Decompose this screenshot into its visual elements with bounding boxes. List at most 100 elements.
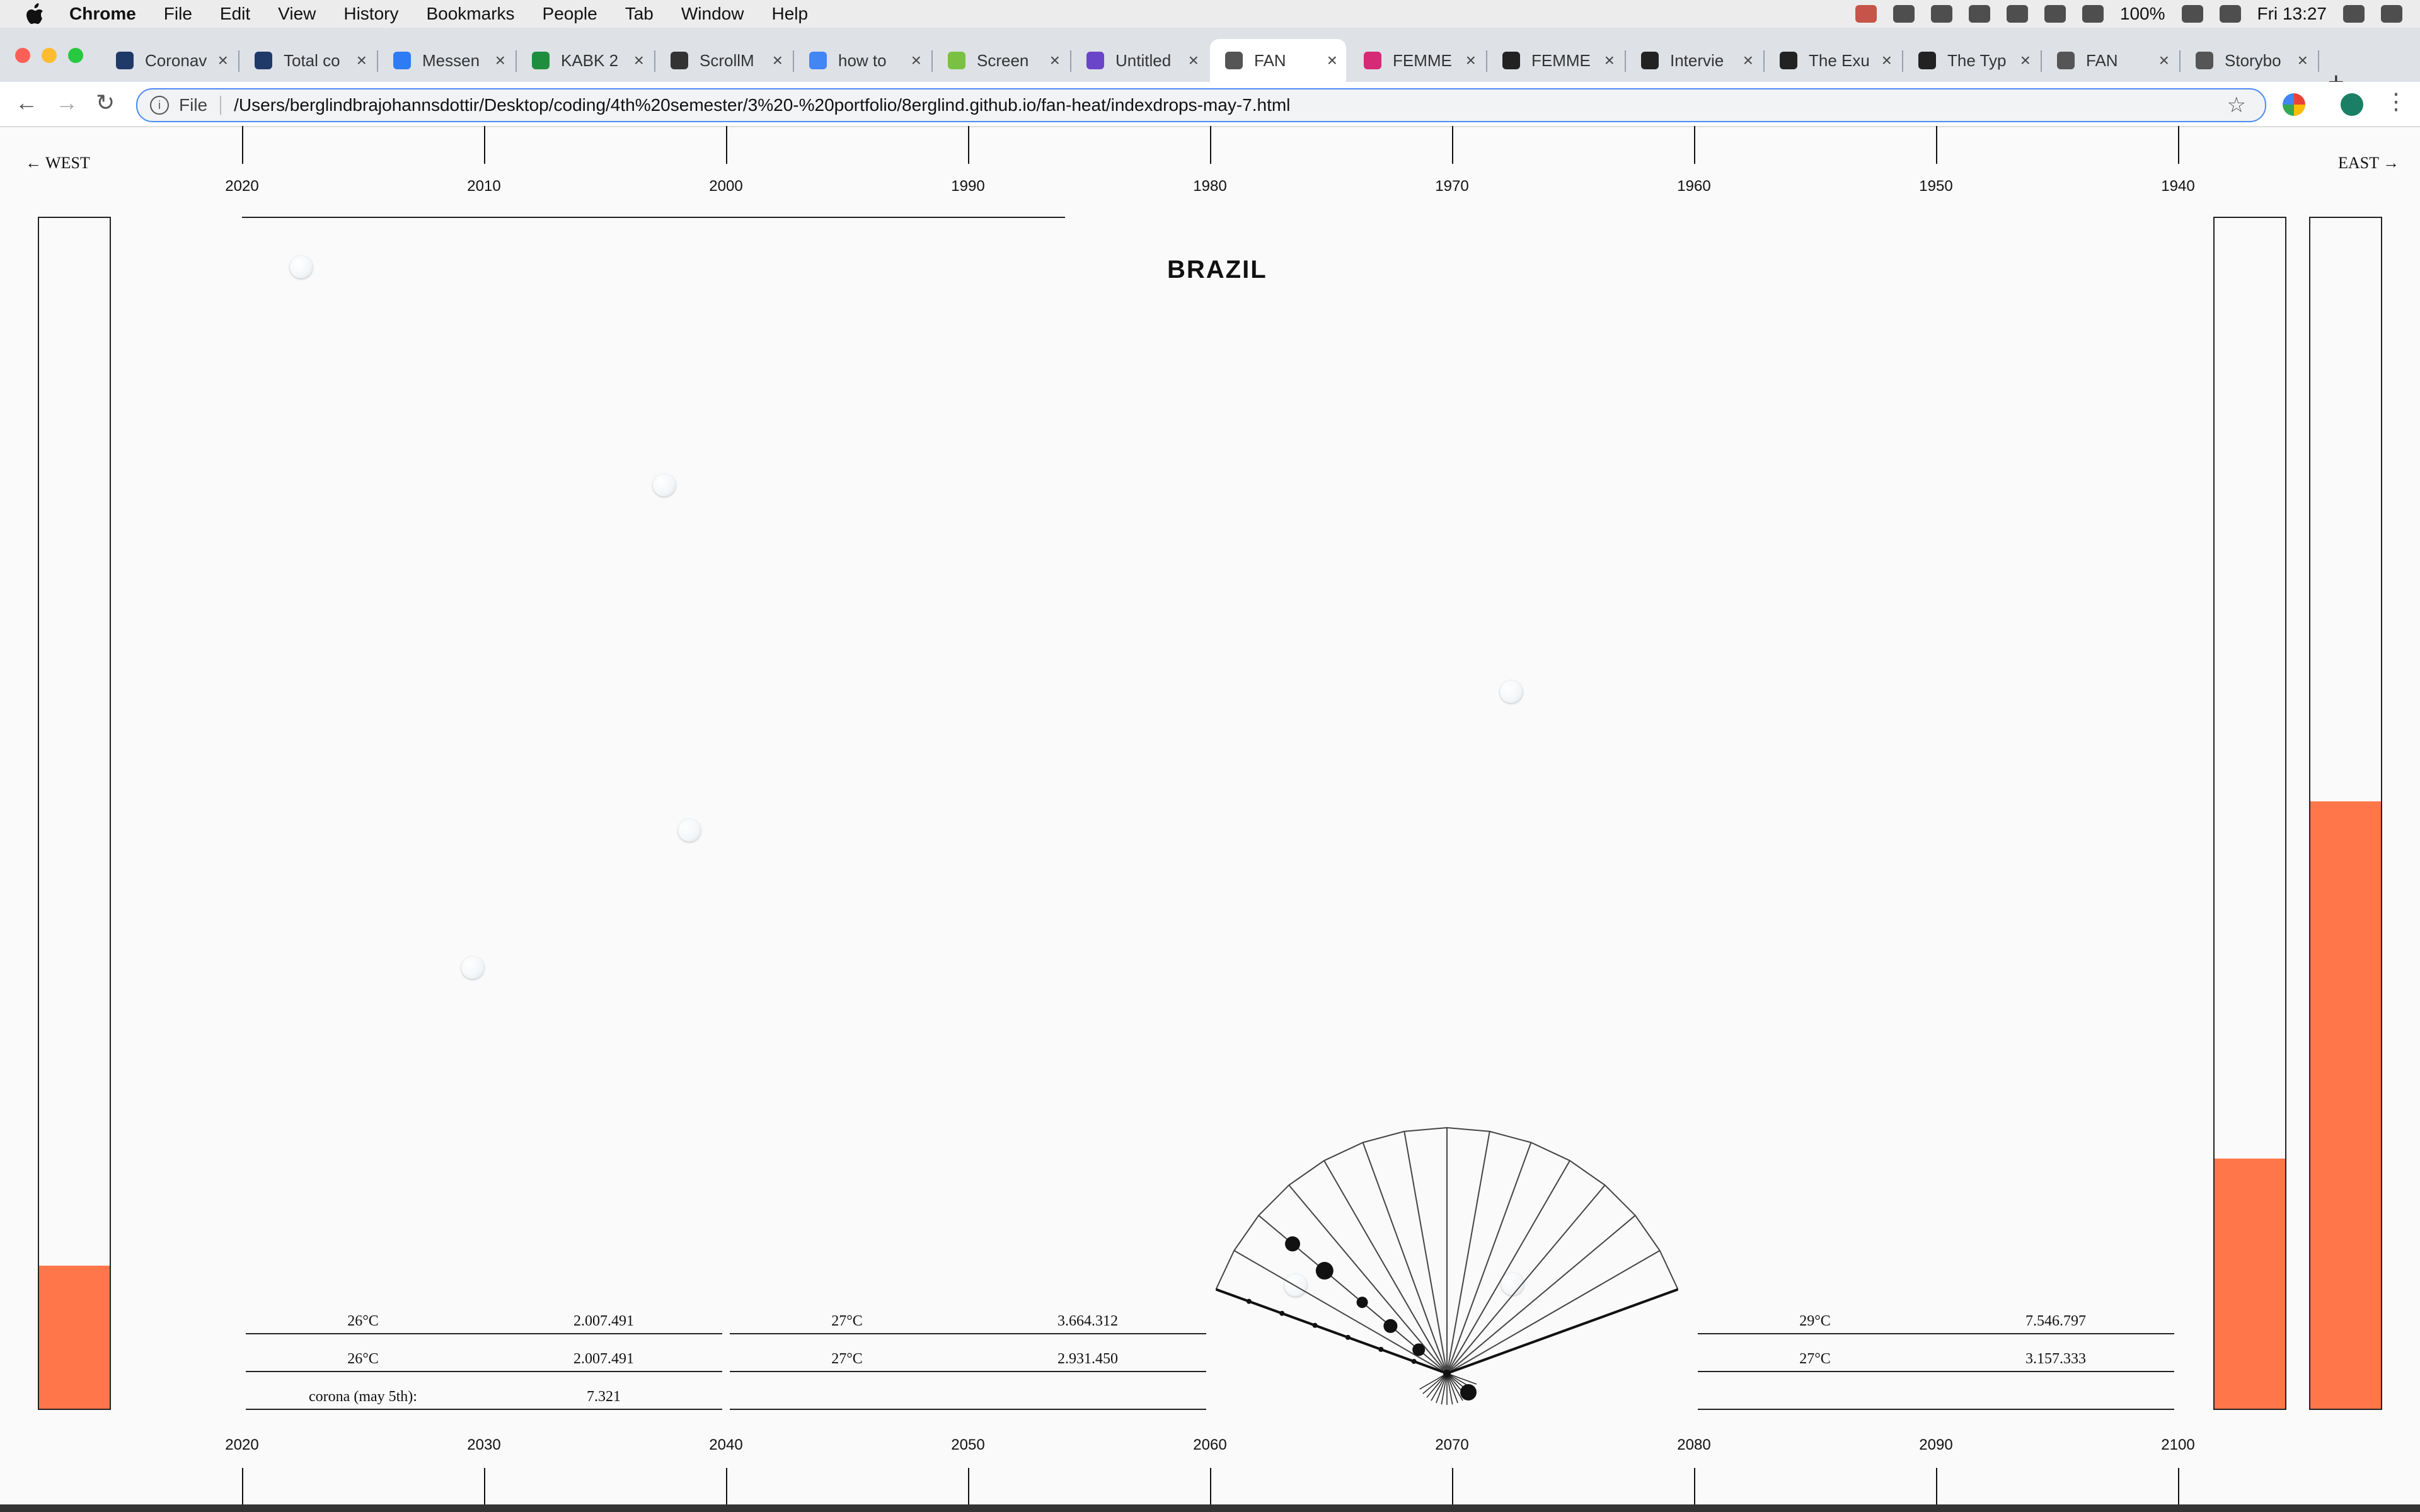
tab-14[interactable]: FAN × xyxy=(2042,39,2178,82)
flag-icon[interactable] xyxy=(2219,5,2241,23)
fan-handle-fringe xyxy=(1436,1373,1448,1404)
dropbox-icon[interactable] xyxy=(1930,5,1952,23)
drop-bubble[interactable] xyxy=(1501,1273,1524,1295)
row-value: 2.931.450 xyxy=(1057,1351,1118,1367)
tab-close-icon[interactable]: × xyxy=(495,50,505,70)
tab-close-icon[interactable]: × xyxy=(2020,50,2031,70)
volume-icon[interactable] xyxy=(2082,5,2104,23)
tab-close-icon[interactable]: × xyxy=(1465,50,1476,70)
tab-separator xyxy=(1625,50,1626,72)
tab-close-icon[interactable]: × xyxy=(1604,50,1615,70)
menu-people[interactable]: People xyxy=(542,4,597,23)
tab-close-icon[interactable]: × xyxy=(1327,50,1337,70)
tab-6[interactable]: Screen × xyxy=(933,39,1069,82)
bookmark-star-icon[interactable]: ☆ xyxy=(2227,93,2246,117)
east-label[interactable]: EAST → xyxy=(2338,154,2400,172)
tab-close-icon[interactable]: × xyxy=(633,50,644,70)
tab-3[interactable]: KABK 2 × xyxy=(517,39,653,82)
menu-help[interactable]: Help xyxy=(771,4,809,23)
tab-title: The Exu xyxy=(1809,50,1870,70)
tab-close-icon[interactable]: × xyxy=(911,50,921,70)
tab-close-icon[interactable]: × xyxy=(2297,50,2308,70)
tab-title: Coronav xyxy=(145,50,207,70)
top-axis-year-label: 1990 xyxy=(951,178,985,195)
tab-close-icon[interactable]: × xyxy=(772,50,783,70)
messenger-icon xyxy=(393,52,411,69)
menu-bookmarks[interactable]: Bookmarks xyxy=(426,4,515,23)
top-axis-year-label: 2000 xyxy=(709,178,743,195)
tab-5[interactable]: how to × xyxy=(794,39,930,82)
clock[interactable]: Fri 13:27 xyxy=(2257,4,2327,23)
drop-bubble[interactable] xyxy=(678,819,701,842)
minimize-window-icon[interactable] xyxy=(42,48,57,63)
bottom-axis-year-label: 2070 xyxy=(1435,1436,1469,1453)
wifi-icon[interactable] xyxy=(2006,5,2028,23)
instagram-icon xyxy=(1364,52,1381,69)
menu-file[interactable]: File xyxy=(163,4,192,23)
menu-tab[interactable]: Tab xyxy=(625,4,654,23)
spotlight-search-icon[interactable] xyxy=(2343,5,2365,23)
tab-1[interactable]: Total co × xyxy=(239,39,376,82)
data-row: 26°C 2.007.491 xyxy=(246,1333,722,1372)
airplay-icon[interactable] xyxy=(2044,5,2066,23)
apple-icon[interactable] xyxy=(23,1,48,26)
fan-drop xyxy=(1356,1297,1368,1309)
notification-icon[interactable] xyxy=(1893,5,1915,23)
forward-button[interactable]: → xyxy=(55,89,78,115)
drop-bubble[interactable] xyxy=(1500,680,1523,703)
url-text[interactable]: /Users/berglindbrajohannsdottir/Desktop/… xyxy=(234,95,1291,115)
extension-icon[interactable] xyxy=(2283,93,2305,116)
tab-close-icon[interactable]: × xyxy=(1188,50,1199,70)
sync-icon[interactable] xyxy=(1968,5,1990,23)
tab-close-icon[interactable]: × xyxy=(1049,50,1060,70)
drop-bubble[interactable] xyxy=(461,956,484,979)
tab-12[interactable]: The Exu × xyxy=(1765,39,1901,82)
maximize-window-icon[interactable] xyxy=(68,48,83,63)
address-bar[interactable]: i File /Users/berglindbrajohannsdottir/D… xyxy=(136,88,2266,122)
tab-close-icon[interactable]: × xyxy=(1881,50,1892,70)
menu-view[interactable]: View xyxy=(278,4,316,23)
tab-13[interactable]: The Typ × xyxy=(1903,39,2039,82)
menu-history[interactable]: History xyxy=(343,4,399,23)
tab-7[interactable]: Untitled × xyxy=(1071,39,1207,82)
menu-window[interactable]: Window xyxy=(681,4,744,23)
tab-11[interactable]: Intervie × xyxy=(1626,39,1762,82)
data-row: 27°C 2.931.450 xyxy=(730,1333,1206,1372)
menu-app-name[interactable]: Chrome xyxy=(69,4,136,23)
close-window-icon[interactable] xyxy=(15,48,30,63)
battery-icon[interactable] xyxy=(2181,5,2203,23)
tab-2[interactable]: Messen × xyxy=(378,39,514,82)
west-label[interactable]: ← WEST xyxy=(25,154,90,172)
google-icon xyxy=(809,52,827,69)
tab-close-icon[interactable]: × xyxy=(1743,50,1753,70)
desktop-edge xyxy=(0,1504,2420,1512)
control-center-icon[interactable] xyxy=(2381,5,2402,23)
site-info-icon[interactable]: i xyxy=(150,96,169,115)
drop-bubble[interactable] xyxy=(290,256,313,278)
menu-edit[interactable]: Edit xyxy=(219,4,251,23)
top-axis-tick xyxy=(968,126,969,164)
drop-bubble[interactable] xyxy=(1284,1274,1307,1297)
drop-bubble[interactable] xyxy=(653,474,676,496)
reload-button[interactable]: ↻ xyxy=(96,89,115,115)
timeline-progress-rule xyxy=(242,217,1065,218)
u-icon xyxy=(1918,52,1936,69)
chrome-menu-icon[interactable]: ⋮ xyxy=(2385,88,2407,114)
tab-close-icon[interactable]: × xyxy=(356,50,367,70)
tab-0[interactable]: Coronav × xyxy=(101,39,237,82)
row-temperature: 29°C xyxy=(1799,1313,1831,1329)
tab-8[interactable]: FAN × xyxy=(1210,39,1346,82)
tab-10[interactable]: FEMME × xyxy=(1487,39,1623,82)
tab-close-icon[interactable]: × xyxy=(217,50,228,70)
creative-cloud-icon[interactable] xyxy=(1855,5,1877,23)
browser-tab-strip: Coronav × Total co × Messen × KABK 2 × ScrollM × h… xyxy=(0,28,2420,98)
row-value: 2.007.491 xyxy=(573,1313,634,1329)
profile-avatar[interactable] xyxy=(2341,93,2363,116)
fan-rib xyxy=(1233,1250,1448,1374)
tab-close-icon[interactable]: × xyxy=(2158,50,2169,70)
tab-9[interactable]: FEMME × xyxy=(1349,39,1485,82)
back-button[interactable]: ← xyxy=(15,89,38,115)
hand-fan-graphic[interactable] xyxy=(0,126,2420,1512)
tab-15[interactable]: Storybo × xyxy=(2181,39,2317,82)
tab-4[interactable]: ScrollM × xyxy=(655,39,792,82)
